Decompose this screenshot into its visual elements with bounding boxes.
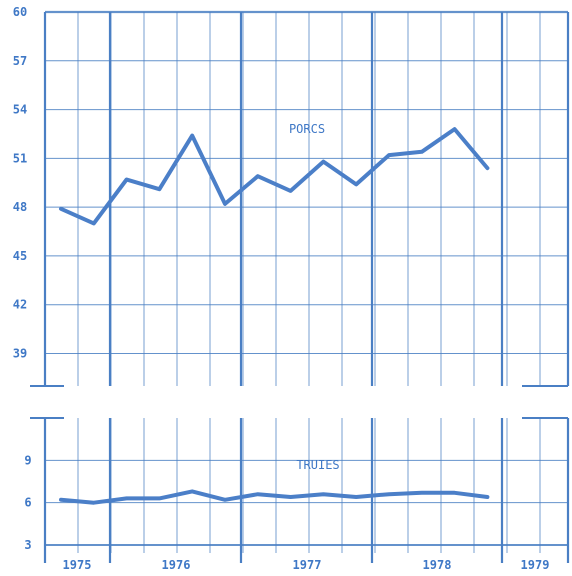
data-point — [321, 160, 325, 164]
y-tick-label: 54 — [13, 103, 27, 117]
data-point — [125, 496, 129, 500]
data-point — [387, 492, 391, 496]
data-point — [223, 202, 227, 206]
data-point — [157, 496, 161, 500]
y-tick-label: 9 — [24, 453, 31, 467]
data-point — [92, 221, 96, 225]
data-point — [223, 498, 227, 502]
data-point — [354, 495, 358, 499]
data-point — [453, 491, 457, 495]
data-point — [59, 207, 63, 211]
series-line — [59, 489, 490, 505]
data-point — [157, 187, 161, 191]
data-point — [289, 189, 293, 193]
y-tick-label: 57 — [13, 54, 27, 68]
data-point — [485, 166, 489, 170]
y-tick-labels: 39 42 45 48 51 54 57 60 3 6 9 — [13, 5, 32, 552]
data-point — [387, 153, 391, 157]
data-point — [256, 492, 260, 496]
series-line — [59, 127, 490, 226]
data-point — [485, 495, 489, 499]
data-point — [256, 174, 260, 178]
data-point — [420, 150, 424, 154]
y-tick-label: 3 — [24, 538, 31, 552]
data-point — [289, 495, 293, 499]
x-year-label: 1977 — [293, 558, 322, 572]
y-tick-label: 60 — [13, 5, 27, 19]
x-year-labels: 1975 1976 1977 1978 1979 — [63, 558, 550, 572]
x-year-label: 1976 — [162, 558, 191, 572]
data-point — [453, 127, 457, 131]
series-layer — [59, 127, 490, 505]
series-label: PORCS — [289, 122, 325, 136]
data-point — [92, 501, 96, 505]
series-label: TRUIES — [296, 458, 339, 472]
y-tick-label: 39 — [13, 346, 27, 360]
data-point — [321, 492, 325, 496]
x-year-label: 1975 — [63, 558, 92, 572]
y-tick-label: 45 — [13, 249, 27, 263]
series-labels: PORCS TRUIES — [289, 122, 340, 472]
data-point — [190, 489, 194, 493]
x-year-label: 1978 — [423, 558, 452, 572]
data-point — [354, 182, 358, 186]
grid-layer — [30, 10, 570, 563]
x-year-label: 1979 — [521, 558, 550, 572]
y-tick-label: 51 — [13, 151, 27, 165]
data-point — [125, 177, 129, 181]
data-point — [420, 491, 424, 495]
y-tick-label: 42 — [13, 298, 27, 312]
y-tick-label: 6 — [24, 496, 31, 510]
data-point — [59, 498, 63, 502]
y-tick-label: 48 — [13, 200, 27, 214]
data-point — [190, 134, 194, 138]
